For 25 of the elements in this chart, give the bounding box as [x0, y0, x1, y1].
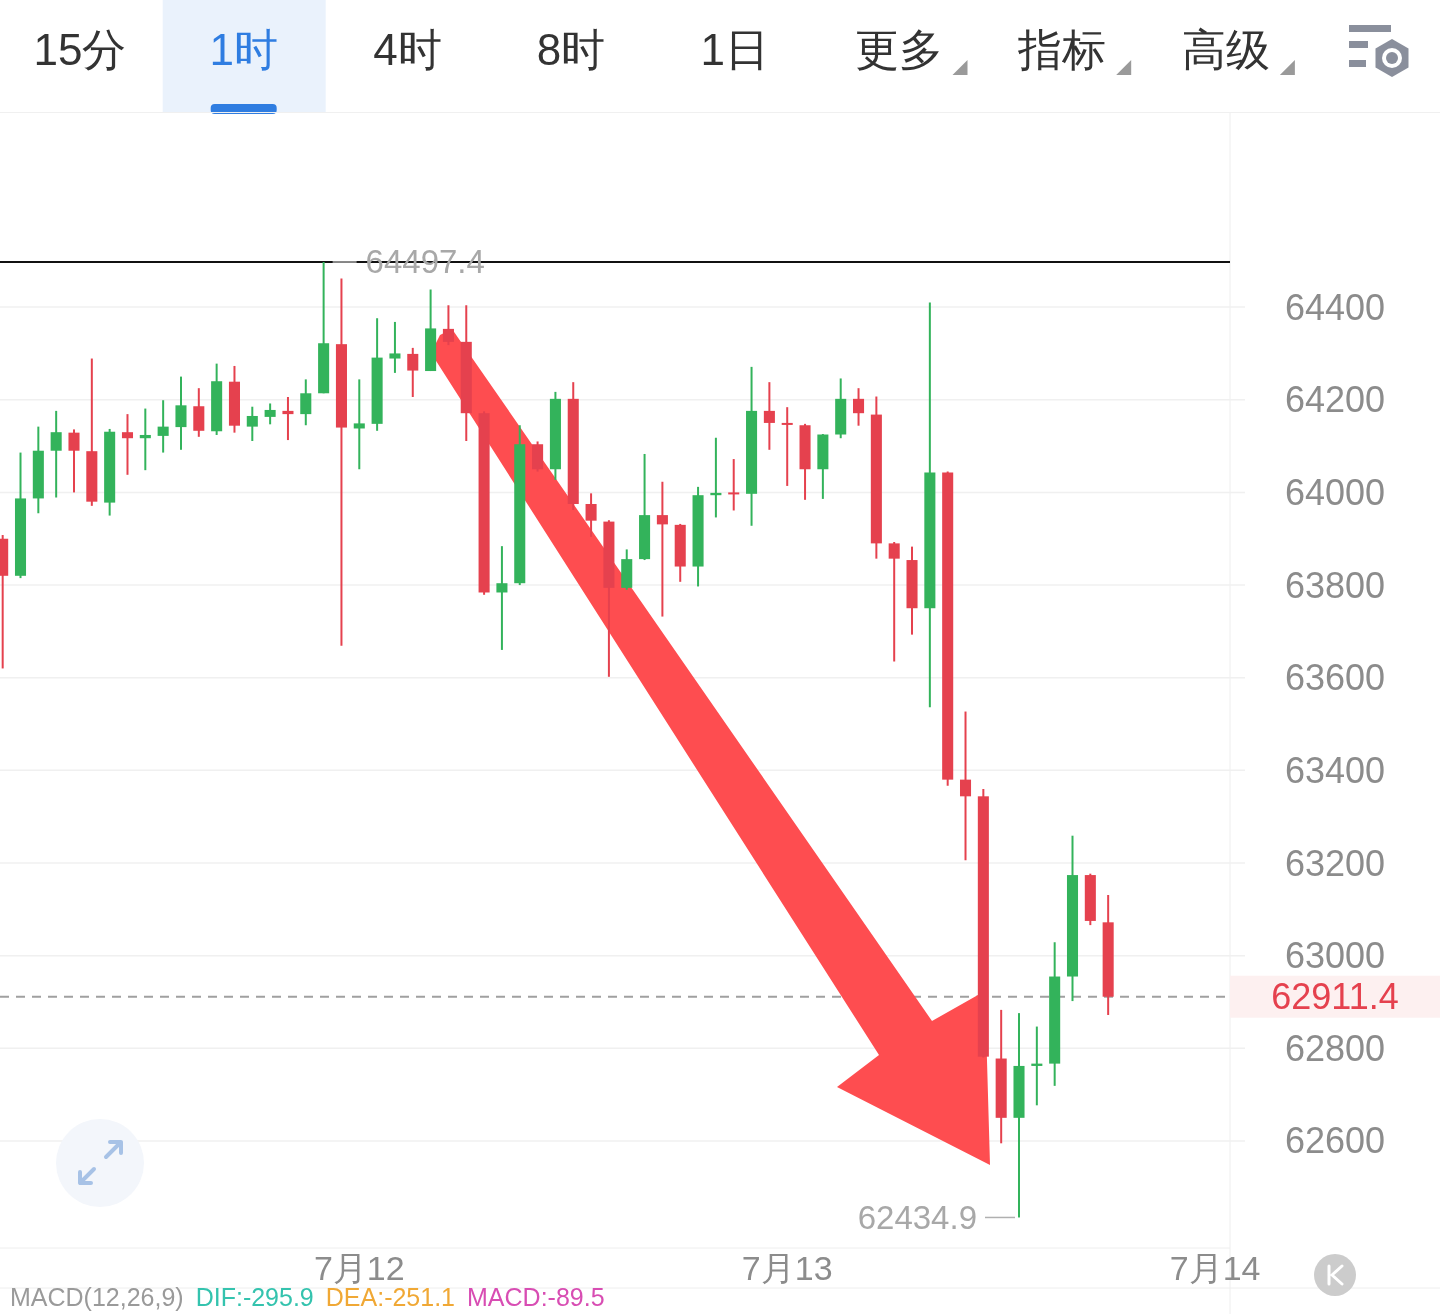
- y-tick-label: 64000: [1284, 471, 1386, 513]
- text: MACD(12,26,9): [10, 1283, 184, 1311]
- y-tick-label: 64400: [1284, 286, 1386, 328]
- x-tick-label: 7月13: [741, 1249, 833, 1287]
- y-tick-label: 64200: [1284, 379, 1386, 421]
- ref-line-label: 62911.4: [1271, 976, 1399, 1018]
- y-tick-label: 63000: [1284, 935, 1386, 977]
- y-tick-label: 63200: [1284, 842, 1386, 884]
- y-tick-label: 63400: [1284, 749, 1386, 791]
- text: 4时: [373, 24, 442, 74]
- y-tick-label: 63800: [1284, 564, 1386, 606]
- text: 1日: [700, 24, 770, 74]
- x-tick-label: 7月14: [1169, 1249, 1261, 1287]
- y-tick-label: 63600: [1284, 657, 1386, 699]
- text: 1时: [209, 24, 278, 74]
- y-tick-label: 62800: [1284, 1027, 1386, 1069]
- text: 15分: [33, 24, 127, 74]
- text: MACD:-89.5: [467, 1283, 605, 1311]
- text: 8时: [536, 24, 606, 74]
- text: 更多: [854, 24, 943, 74]
- text: 指标: [1017, 24, 1107, 74]
- annotation: 62434.9: [857, 1198, 978, 1236]
- y-tick-label: 62600: [1284, 1120, 1386, 1162]
- text: 高级: [1181, 24, 1270, 74]
- text: DIF:-295.9: [195, 1283, 314, 1311]
